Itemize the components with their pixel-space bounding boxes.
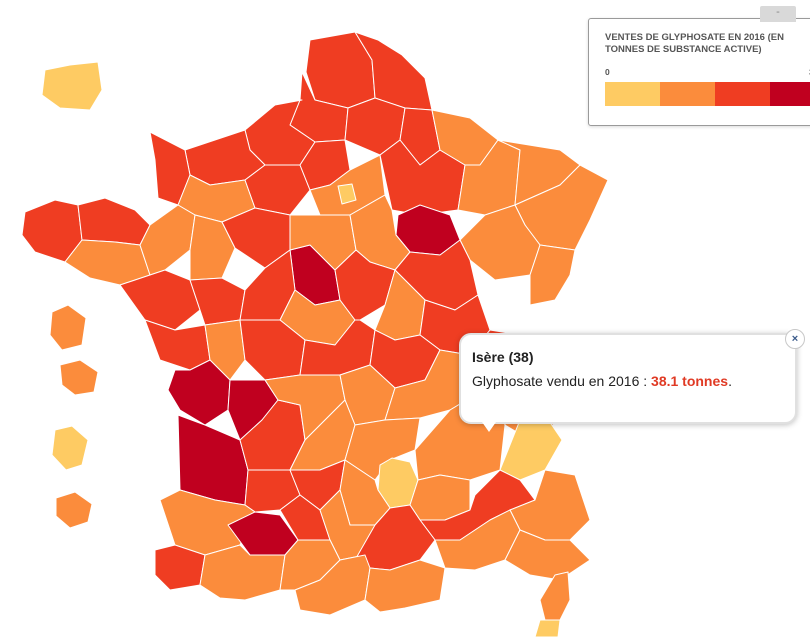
department[interactable]	[51, 425, 89, 471]
department[interactable]	[337, 183, 357, 205]
department[interactable]	[49, 304, 87, 351]
tooltip-title: Isère (38)	[472, 349, 534, 365]
tooltip-pointer	[482, 422, 496, 432]
department[interactable]	[41, 61, 103, 111]
department-tooltip: Isère (38) Glyphosate vendu en 2016 : 38…	[459, 329, 805, 424]
department[interactable]	[139, 204, 196, 276]
department[interactable]	[64, 239, 151, 286]
department[interactable]	[55, 491, 93, 529]
department[interactable]	[534, 619, 561, 637]
tooltip-value: 38.1 tonnes	[651, 373, 729, 389]
tooltip-suffix: .	[728, 373, 732, 389]
legend-swatch-1	[605, 82, 660, 106]
department[interactable]	[364, 559, 446, 613]
department[interactable]	[77, 197, 151, 246]
tooltip-body: Glyphosate vendu en 2016 : 38.1 tonnes.	[472, 373, 732, 389]
legend-title: VENTES DE GLYPHOSATE EN 2016 (EN TONNES …	[605, 32, 784, 55]
legend-swatch-2	[660, 82, 715, 106]
close-icon[interactable]: ×	[785, 329, 805, 349]
legend-collapse-button[interactable]: -	[760, 6, 796, 22]
tooltip-text: Glyphosate vendu en 2016 :	[472, 373, 652, 389]
department[interactable]	[539, 571, 571, 621]
legend-min-label: 0	[605, 67, 610, 77]
department[interactable]	[504, 529, 591, 581]
department[interactable]	[244, 164, 311, 216]
legend-swatch-3	[715, 82, 770, 106]
department[interactable]	[529, 244, 576, 306]
department[interactable]	[509, 469, 591, 541]
legend-swatch-4	[770, 82, 810, 106]
department[interactable]	[59, 359, 99, 396]
department[interactable]	[189, 277, 246, 326]
map-legend: VENTES DE GLYPHOSATE EN 2016 (EN TONNES …	[588, 18, 810, 126]
